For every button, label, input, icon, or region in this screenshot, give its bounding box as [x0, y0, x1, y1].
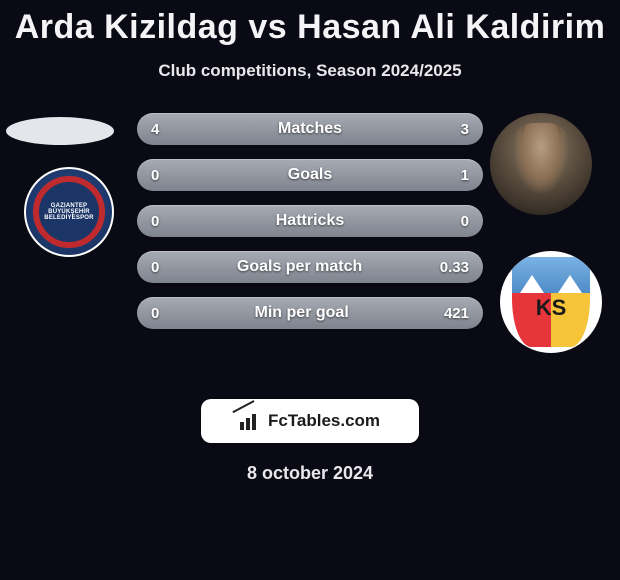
stat-right-value: 3 — [461, 121, 469, 138]
brand-text: FcTables.com — [268, 411, 380, 431]
brand-pill[interactable]: FcTables.com — [201, 399, 419, 443]
stat-left-value: 0 — [151, 305, 159, 322]
stat-left-value: 0 — [151, 259, 159, 276]
stat-right-value: 0 — [461, 213, 469, 230]
stat-right-value: 421 — [444, 305, 469, 322]
page-title: Arda Kizildag vs Hasan Ali Kaldirim — [0, 0, 620, 47]
stat-label: Matches — [278, 120, 342, 138]
stat-label: Hattricks — [276, 212, 344, 230]
stat-row-goals-per-match: 0 Goals per match 0.33 — [137, 251, 483, 283]
stat-left-value: 4 — [151, 121, 159, 138]
badge-left-text-bot: BELEDİYESPOR — [44, 215, 93, 221]
date-text: 8 october 2024 — [0, 463, 620, 484]
club-badge-right-shield: KS — [512, 257, 590, 347]
stat-left-value: 0 — [151, 213, 159, 230]
shield-top — [512, 257, 590, 293]
subtitle: Club competitions, Season 2024/2025 — [0, 61, 620, 81]
stat-label: Min per goal — [255, 304, 349, 322]
player-photo-right — [490, 113, 592, 215]
stat-right-value: 1 — [461, 167, 469, 184]
stat-left-value: 0 — [151, 167, 159, 184]
bar-chart-icon — [240, 412, 262, 430]
stat-row-goals: 0 Goals 1 — [137, 159, 483, 191]
player-photo-left-placeholder — [6, 117, 114, 145]
stat-row-matches: 4 Matches 3 — [137, 113, 483, 145]
stat-label: Goals — [288, 166, 332, 184]
club-badge-left-inner: GAZIANTEP BÜYÜKŞEHİR BELEDİYESPOR — [33, 176, 105, 248]
comparison-panel: GAZIANTEP BÜYÜKŞEHİR BELEDİYESPOR KS 4 M… — [0, 111, 620, 371]
club-badge-right: KS — [500, 251, 602, 353]
stat-row-min-per-goal: 0 Min per goal 421 — [137, 297, 483, 329]
stat-rows: 4 Matches 3 0 Goals 1 0 Hattricks 0 0 Go… — [137, 113, 483, 329]
shield-initials: KS — [512, 295, 590, 321]
stat-row-hattricks: 0 Hattricks 0 — [137, 205, 483, 237]
stat-right-value: 0.33 — [440, 259, 469, 276]
club-badge-left: GAZIANTEP BÜYÜKŞEHİR BELEDİYESPOR — [24, 167, 114, 257]
stat-label: Goals per match — [237, 258, 362, 276]
